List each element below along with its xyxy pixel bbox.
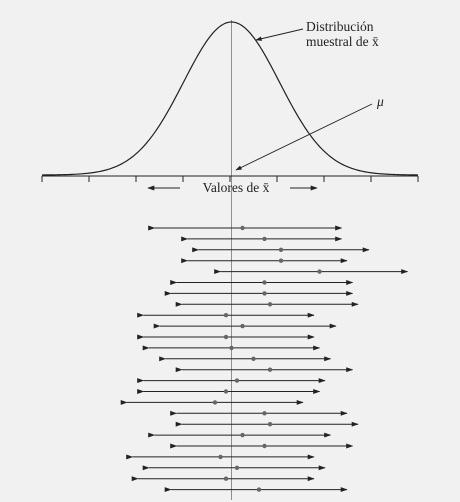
sample-mean-dot — [234, 465, 240, 470]
sample-mean-dot — [218, 454, 223, 460]
sample-mean-dot — [262, 291, 267, 296]
curve-label-pointer — [255, 28, 304, 41]
sample-mean-dot — [278, 247, 284, 252]
sample-mean-dot — [240, 225, 245, 231]
sample-mean-dot — [267, 367, 273, 372]
sample-mean-dot — [234, 378, 240, 383]
sample-mean-dot — [262, 411, 267, 416]
mu-pointer — [235, 103, 373, 171]
sample-mean-dot — [240, 323, 245, 329]
curve-label-line2: muestral de x̄ — [306, 34, 379, 49]
sample-mean-dot — [262, 443, 267, 449]
confidence-intervals — [120, 225, 409, 493]
x-axis-ticks — [41, 176, 419, 182]
mu-label: μ — [376, 94, 384, 109]
sample-mean-dot — [212, 400, 218, 405]
sample-mean-dot — [229, 345, 234, 351]
sample-mean-dot — [256, 487, 262, 492]
sample-mean-dot — [262, 236, 267, 242]
sample-mean-dot — [251, 356, 256, 361]
sample-mean-dot — [223, 313, 229, 318]
sample-mean-dot — [223, 389, 229, 394]
sample-mean-dot — [278, 258, 284, 263]
sample-mean-dot — [267, 302, 273, 307]
sample-mean-dot — [240, 432, 245, 438]
sample-mean-dot — [223, 476, 229, 481]
curve-label-line1: Distribución — [306, 19, 374, 34]
axis-label: Valores de x̄ — [203, 180, 270, 195]
sample-mean-dot — [317, 269, 322, 274]
sample-mean-dot — [223, 334, 229, 340]
bell-curve — [41, 21, 419, 176]
sample-mean-dot — [262, 280, 267, 285]
sample-mean-dot — [267, 422, 273, 427]
